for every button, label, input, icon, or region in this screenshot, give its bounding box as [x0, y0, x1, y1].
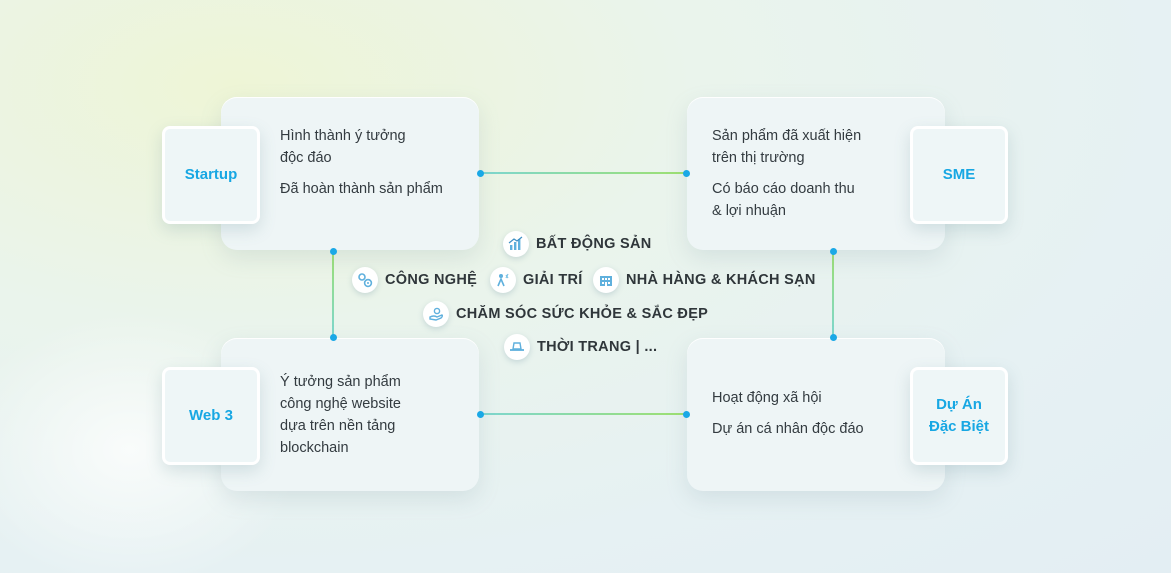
hat-icon: [504, 334, 530, 360]
card-startup: Hình thành ý tưởng độc đáo Đã hoàn thành…: [221, 97, 479, 250]
special-description: Hoạt động xã hội Dự án cá nhân độc đáo: [712, 387, 864, 440]
connector-startup-sme: [480, 172, 686, 174]
gears-icon: [352, 267, 378, 293]
web3-line: Ý tưởng sản phẩm: [280, 374, 401, 390]
industry-technology: CÔNG NGHỆ: [352, 267, 477, 293]
industry-hospitality: NHÀ HÀNG & KHÁCH SẠN: [593, 267, 816, 293]
industry-label: CÔNG NGHỆ: [385, 272, 478, 288]
startup-line: độc đáo: [280, 150, 332, 166]
web3-line: dựa trên nền tảng: [280, 418, 396, 434]
web3-description: Ý tưởng sản phẩm công nghệ website dựa t…: [280, 371, 401, 459]
industry-fashion: THỜI TRANG | ...: [504, 334, 657, 360]
startup-line: Đã hoàn thành sản phẩm: [280, 181, 443, 197]
industry-entertainment: GIẢI TRÍ: [490, 267, 583, 293]
connector-dot: [830, 334, 837, 341]
special-line: Dự án cá nhân độc đáo: [712, 421, 864, 437]
industry-real-estate: BẤT ĐỘNG SẢN: [503, 231, 652, 257]
badge-startup: Startup: [162, 126, 260, 224]
sme-title: SME: [942, 166, 976, 183]
connector-dot: [330, 248, 337, 255]
connector-startup-web3: [332, 251, 334, 337]
connector-dot: [477, 411, 484, 418]
chart-building-icon: [503, 231, 529, 257]
industry-health-beauty: CHĂM SÓC SỨC KHỎE & SẮC ĐẸP: [423, 301, 708, 327]
web3-line: blockchain: [280, 440, 349, 456]
care-hand-icon: [423, 301, 449, 327]
sme-line: Sản phẩm đã xuất hiện: [712, 128, 862, 144]
industry-label: BẤT ĐỘNG SẢN: [536, 236, 652, 252]
badge-sme: SME: [910, 126, 1008, 224]
web3-title: Web 3: [189, 407, 233, 424]
connector-sme-special: [832, 251, 834, 337]
special-line: Hoạt động xã hội: [712, 390, 822, 406]
connector-dot: [683, 170, 690, 177]
badge-special-project: Dự Án Đặc Biệt: [910, 367, 1008, 465]
party-icon: [490, 267, 516, 293]
connector-web3-special: [480, 413, 686, 415]
industry-label: NHÀ HÀNG & KHÁCH SẠN: [626, 272, 816, 288]
connector-dot: [683, 411, 690, 418]
startup-line: Hình thành ý tưởng: [280, 128, 406, 144]
industry-label: THỜI TRANG | ...: [537, 339, 658, 355]
card-sme: Sản phẩm đã xuất hiện trên thị trường Có…: [687, 97, 945, 250]
special-title-line-1: Dự Án: [936, 396, 982, 413]
badge-web3: Web 3: [162, 367, 260, 465]
web3-line: công nghệ website: [280, 396, 401, 412]
special-title-line-2: Đặc Biệt: [928, 418, 990, 435]
hotel-icon: [593, 267, 619, 293]
connector-dot: [830, 248, 837, 255]
startup-description: Hình thành ý tưởng độc đáo Đã hoàn thành…: [280, 125, 443, 200]
connector-dot: [477, 170, 484, 177]
connector-dot: [330, 334, 337, 341]
sme-description: Sản phẩm đã xuất hiện trên thị trường Có…: [712, 125, 861, 222]
sme-line: trên thị trường: [712, 150, 805, 166]
industry-label: GIẢI TRÍ: [523, 272, 583, 288]
card-special-project: Hoạt động xã hội Dự án cá nhân độc đáo: [687, 338, 945, 491]
startup-title: Startup: [184, 166, 238, 183]
industry-label: CHĂM SÓC SỨC KHỎE & SẮC ĐẸP: [456, 306, 709, 322]
card-web3: Ý tưởng sản phẩm công nghệ website dựa t…: [221, 338, 479, 491]
sme-line: Có báo cáo doanh thu: [712, 181, 855, 197]
sme-line: & lợi nhuận: [712, 203, 787, 219]
